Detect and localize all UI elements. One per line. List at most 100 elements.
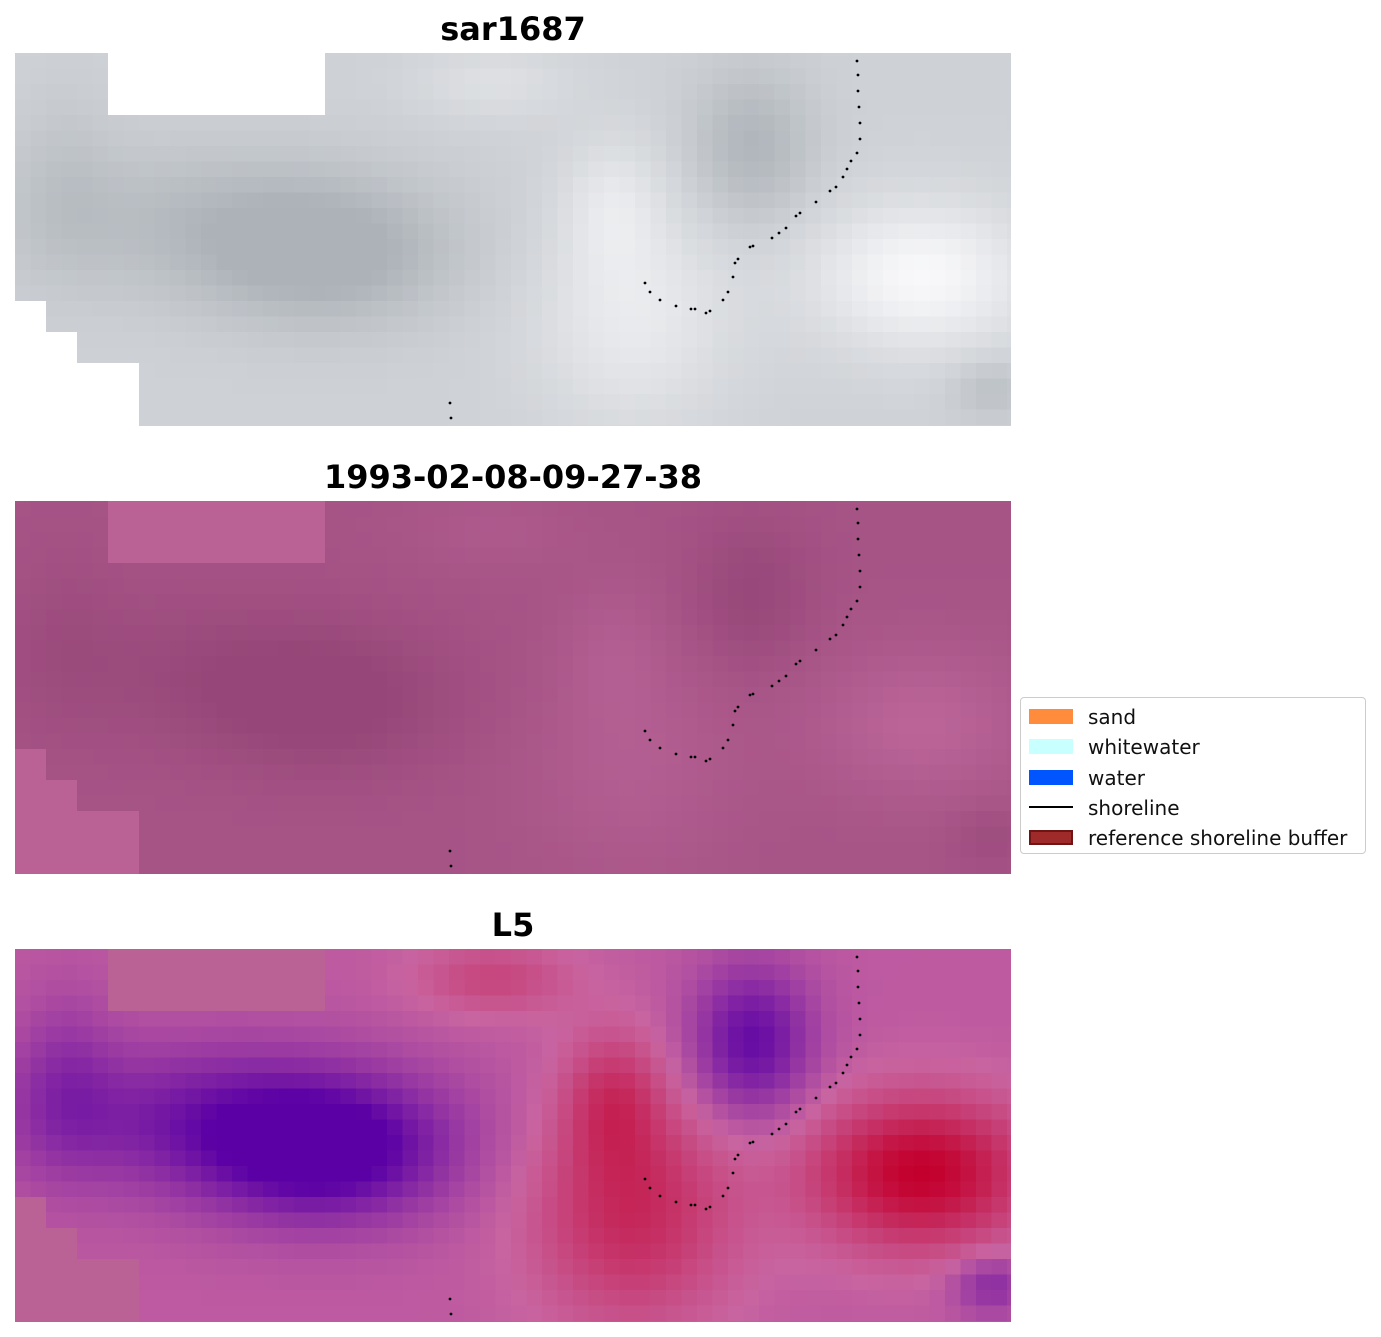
pixel-cell <box>46 501 63 518</box>
pixel-cell <box>759 1243 776 1260</box>
pixel-cell <box>232 625 249 642</box>
pixel-cell <box>945 332 962 349</box>
pixel-cell <box>650 1181 667 1198</box>
pixel-cell <box>278 980 295 997</box>
pixel-cell <box>294 270 311 287</box>
pixel-cell <box>263 795 280 812</box>
pixel-cell <box>46 609 63 626</box>
pixel-cell <box>77 161 94 178</box>
pixel-cell <box>945 285 962 302</box>
pixel-cell <box>914 115 931 132</box>
pixel-cell <box>61 780 78 797</box>
pixel-cell <box>557 425 574 426</box>
pixel-cell <box>1007 625 1011 642</box>
pixel-cell <box>635 301 652 318</box>
pixel-cell <box>588 795 605 812</box>
pixel-cell <box>588 609 605 626</box>
pixel-cell <box>154 501 171 518</box>
pixel-cell <box>898 1197 915 1214</box>
pixel-cell <box>852 1166 869 1183</box>
pixel-cell <box>185 332 202 349</box>
pixel-cell <box>77 192 94 209</box>
pixel-cell <box>805 733 822 750</box>
pixel-cell <box>743 1073 760 1090</box>
pixel-cell <box>681 501 698 518</box>
pixel-cell <box>666 640 683 657</box>
pixel-cell <box>464 1088 481 1105</box>
pixel-cell <box>914 316 931 333</box>
pixel-cell <box>464 177 481 194</box>
pixel-cell <box>898 177 915 194</box>
pixel-cell <box>883 1290 900 1307</box>
pixel-cell <box>790 223 807 240</box>
pixel-cell <box>991 53 1008 70</box>
pixel-cell <box>728 501 745 518</box>
pixel-cell <box>774 873 791 874</box>
pixel-cell <box>557 873 574 874</box>
pixel-cell <box>542 1290 559 1307</box>
pixel-cell <box>154 640 171 657</box>
pixel-cell <box>170 625 187 642</box>
pixel-cell <box>108 609 125 626</box>
pixel-cell <box>666 1181 683 1198</box>
pixel-cell <box>945 1181 962 1198</box>
pixel-cell <box>294 795 311 812</box>
pixel-cell <box>976 764 993 781</box>
pixel-cell <box>247 1274 264 1291</box>
pixel-cell <box>263 980 280 997</box>
pixel-cell <box>557 1321 574 1322</box>
pixel-cell <box>387 702 404 719</box>
pixel-cell <box>867 980 884 997</box>
pixel-cell <box>449 316 466 333</box>
pixel-cell <box>340 1150 357 1167</box>
pixel-cell <box>929 1197 946 1214</box>
pixel-cell <box>604 1274 621 1291</box>
pixel-cell <box>61 1274 78 1291</box>
pixel-cell <box>681 780 698 797</box>
shoreline-point <box>858 1033 862 1037</box>
pixel-cell <box>790 640 807 657</box>
pixel-cell <box>929 301 946 318</box>
pixel-cell <box>92 223 109 240</box>
pixel-cell <box>356 718 373 735</box>
pixel-cell <box>387 1166 404 1183</box>
pixel-cell <box>960 425 977 426</box>
pixel-cell <box>852 394 869 411</box>
pixel-cell <box>929 949 946 966</box>
pixel-cell <box>294 1259 311 1276</box>
pixel-cell <box>1007 99 1011 116</box>
pixel-cell <box>790 811 807 828</box>
pixel-cell <box>898 656 915 673</box>
pixel-cell <box>914 656 931 673</box>
pixel-cell <box>201 873 218 874</box>
pixel-cell <box>278 826 295 843</box>
pixel-cell <box>449 409 466 426</box>
pixel-cell <box>371 1042 388 1059</box>
pixel-cell <box>201 378 218 395</box>
pixel-cell <box>728 161 745 178</box>
pixel-cell <box>278 1243 295 1260</box>
pixel-cell <box>123 223 140 240</box>
pixel-cell <box>728 1135 745 1152</box>
pixel-cell <box>836 949 853 966</box>
pixel-cell <box>805 301 822 318</box>
pixel-cell <box>557 223 574 240</box>
pixel-cell <box>387 347 404 364</box>
shoreline-point <box>856 73 860 77</box>
pixel-cell <box>30 949 47 966</box>
pixel-cell <box>108 239 125 256</box>
pixel-cell <box>805 1290 822 1307</box>
pixel-cell <box>588 223 605 240</box>
pixel-cell <box>511 964 528 981</box>
pixel-cell <box>464 84 481 101</box>
pixel-cell <box>960 842 977 859</box>
pixel-cell <box>139 842 156 859</box>
pixel-cell <box>790 425 807 426</box>
pixel-cell <box>914 1228 931 1245</box>
pixel-cell <box>340 702 357 719</box>
pixel-cell <box>294 363 311 380</box>
pixel-cell <box>263 84 280 101</box>
pixel-cell <box>914 532 931 549</box>
pixel-cell <box>650 702 667 719</box>
pixel-cell <box>15 764 32 781</box>
